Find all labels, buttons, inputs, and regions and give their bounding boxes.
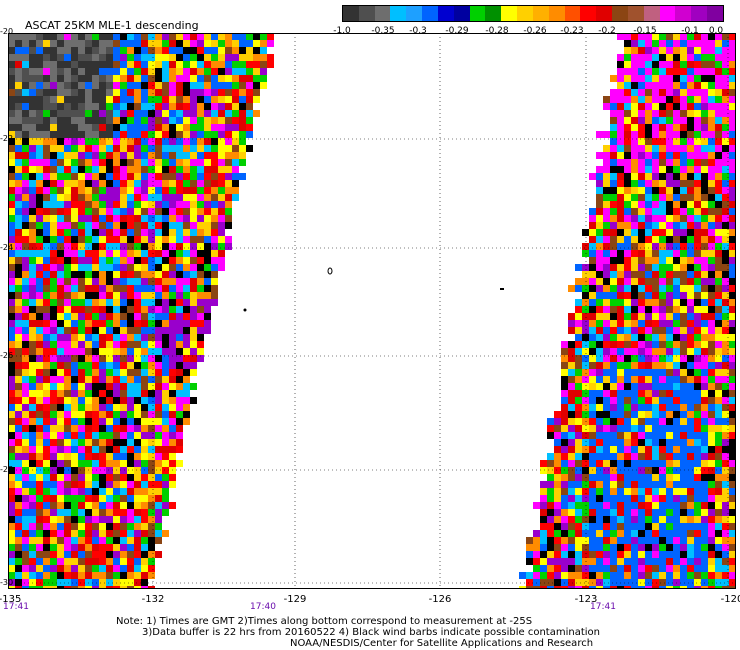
colorbar-tick-label: -0.35 xyxy=(371,26,395,36)
lon-tick-label: -120 xyxy=(720,594,740,605)
time-label: 17:41 xyxy=(3,602,29,612)
note-line-2: 3)Data buffer is 22 hrs from 20160522 4)… xyxy=(142,627,600,638)
colorbar-tick-label: -0.29 xyxy=(445,26,469,36)
island-marker xyxy=(327,267,333,275)
map-plot xyxy=(8,33,736,589)
colorbar-swatch xyxy=(390,6,407,21)
colorbar-tick-label: -0.26 xyxy=(523,26,547,36)
colorbar-swatch xyxy=(469,6,486,21)
time-label: 17:41 xyxy=(590,602,616,612)
colorbar-tick-label: 0.0 xyxy=(708,26,724,36)
island-marker xyxy=(243,308,247,312)
colorbar-tick-label: -0.28 xyxy=(485,26,509,36)
colorbar-swatch xyxy=(532,6,549,21)
lat-tick-label: -24 xyxy=(0,243,14,252)
time-label: 17:40 xyxy=(250,602,276,612)
colorbar-swatch xyxy=(517,6,533,21)
colorbar-swatch xyxy=(659,6,676,21)
product-title: ASCAT 25KM MLE-1 descending 20160522 xyxy=(18,6,199,45)
colorbar-swatch xyxy=(580,6,597,21)
graticule xyxy=(8,33,736,589)
colorbar-swatch xyxy=(675,6,692,21)
note-line-3: NOAA/NESDIS/Center for Satellite Applica… xyxy=(290,638,594,649)
colorbar-swatch xyxy=(437,6,454,21)
note-line-1: Note: 1) Times are GMT 2)Times along bot… xyxy=(116,616,533,627)
colorbar-swatch xyxy=(406,6,423,21)
colorbar-tick-label: -0.2 xyxy=(598,26,616,36)
colorbar-swatch xyxy=(596,6,613,21)
product-name: ASCAT 25KM MLE-1 descending xyxy=(25,19,199,32)
lat-tick-label: -20 xyxy=(0,27,14,36)
lat-tick-label: -22 xyxy=(0,134,14,143)
map-frame xyxy=(8,33,736,589)
lat-tick-label: -30 xyxy=(0,578,14,587)
colorbar-swatch xyxy=(358,6,375,21)
colorbar-swatch xyxy=(343,6,359,21)
island-marker xyxy=(500,288,504,290)
colorbar-swatch xyxy=(691,6,708,21)
colorbar-tick-label: -0.1 xyxy=(681,26,699,36)
lon-tick-label: -123 xyxy=(574,594,598,605)
lat-tick-label: -26 xyxy=(0,351,14,360)
colorbar-tick-label: -0.15 xyxy=(633,26,657,36)
lon-tick-label: -126 xyxy=(428,594,452,605)
colorbar-swatch xyxy=(564,6,581,21)
colorbar-swatch xyxy=(643,6,660,21)
colorbar-tick-label: -1.0 xyxy=(333,26,351,36)
lon-tick-label: -135 xyxy=(0,594,22,605)
colorbar-swatch xyxy=(612,6,628,21)
swath-cells xyxy=(8,33,736,589)
colorbar-swatch xyxy=(485,6,502,21)
colorbar-swatch xyxy=(707,6,723,21)
colorbar-swatch xyxy=(548,6,565,21)
lon-tick-label: -132 xyxy=(141,594,165,605)
colorbar-tick-label: -0.3 xyxy=(409,26,427,36)
colorbar-swatch xyxy=(422,6,438,21)
colorbar-tick-label: -0.23 xyxy=(560,26,584,36)
colorbar-swatch xyxy=(374,6,391,21)
lon-tick-label: -129 xyxy=(283,594,307,605)
colorbar-swatch xyxy=(453,6,470,21)
colorbar-swatch xyxy=(627,6,644,21)
colorbar xyxy=(342,5,724,22)
lat-tick-label: -28 xyxy=(0,465,14,474)
colorbar-swatch xyxy=(501,6,518,21)
